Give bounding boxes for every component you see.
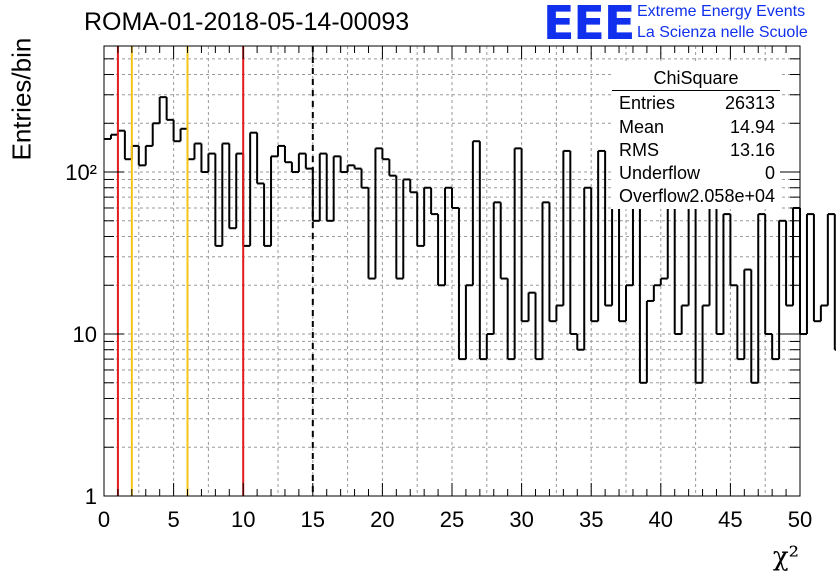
stats-value: 2.058e+04 (689, 186, 775, 206)
stats-row-rms: RMS 13.16 (619, 140, 775, 164)
x-tick-label: 35 (579, 507, 603, 532)
x-tick-label: 50 (788, 507, 812, 532)
stats-row-underflow: Underflow 0 (619, 163, 775, 187)
stats-label: Overflow (619, 186, 691, 206)
x-tick-label: 0 (98, 507, 110, 532)
x-tick-label: 30 (509, 507, 533, 532)
stats-value: 14.94 (729, 117, 775, 137)
stats-value: 0 (764, 163, 775, 183)
x-tick-label: 40 (649, 507, 673, 532)
logo-line-1: Extreme Energy Events (637, 3, 806, 20)
y-tick-labels: 1 10 10² (65, 160, 97, 509)
logo-mark: EEE (543, 0, 635, 50)
x-tick-label: 15 (301, 507, 325, 532)
eee-logo: EEE Extreme Energy Events La Scienza nel… (543, 0, 833, 50)
x-tick-labels: 0 5 10 15 20 25 30 35 40 45 50 (98, 507, 812, 532)
stats-name: ChiSquare (653, 68, 739, 88)
stats-label: Underflow (619, 163, 701, 183)
y-tick-label: 1 (85, 484, 97, 509)
stats-divider (612, 90, 780, 91)
stats-label: RMS (619, 140, 659, 160)
x-tick-label: 10 (231, 507, 255, 532)
stats-value: 13.16 (729, 140, 775, 160)
stats-label: Mean (619, 117, 665, 137)
axis-ticks (103, 45, 801, 497)
x-tick-label: 20 (370, 507, 394, 532)
stats-row-mean: Mean 14.94 (619, 117, 775, 141)
y-tick-label: 10 (73, 322, 97, 347)
logo-line-2: La Scienza nelle Scuole (637, 24, 808, 41)
stats-row-overflow: Overflow 2.058e+04 (619, 186, 775, 210)
stats-row-entries: Entries 26313 (619, 93, 775, 117)
x-tick-label: 45 (718, 507, 742, 532)
stats-label: Entries (619, 93, 676, 113)
stats-value: 26313 (724, 93, 775, 113)
y-tick-label: 10² (65, 160, 97, 185)
x-axis-label: χ² (773, 542, 799, 572)
x-tick-label: 5 (167, 507, 179, 532)
chart-title: ROMA-01-2018-05-14-00093 (84, 8, 410, 36)
histogram-series (104, 96, 836, 384)
x-tick-label: 25 (440, 507, 464, 532)
stats-box: ChiSquare Entries 26313 Mean 14.94 RMS 1… (611, 64, 780, 209)
reference-lines (116, 46, 314, 496)
